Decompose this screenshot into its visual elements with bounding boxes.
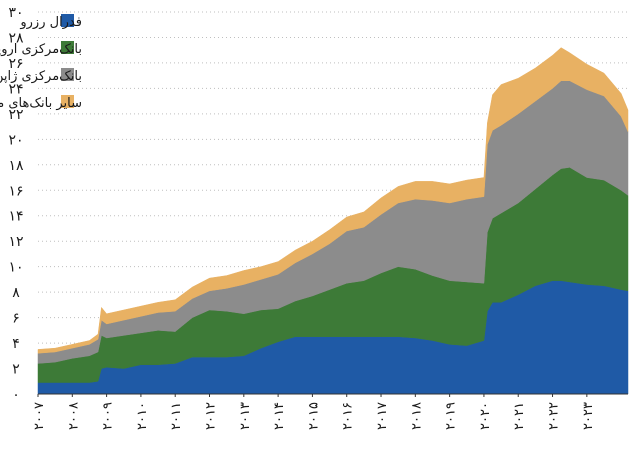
legend-label: فدرال رزرو	[19, 15, 82, 30]
x-tick-label: ۲۰۲۱	[512, 402, 527, 430]
y-tick-label: ۲	[12, 362, 20, 378]
legend-swatch	[61, 68, 74, 81]
x-tick-label: ۲۰۰۷	[32, 402, 47, 430]
y-tick-label: ۱۲	[8, 234, 23, 250]
x-tick-label: ۲۰۱۳	[238, 402, 253, 430]
x-axis-tick-labels: ۲۰۰۷ ۲۰۰۸ ۲۰۰۹ ۲۰۱۰ ۲۰۱۱ ۲۰۱۲ ۲۰۱۳ ۲۰۱۴ ۲۰۱۵ ۲۰۱۶…	[32, 402, 596, 430]
x-tick-label: ۲۰۱۴	[272, 402, 287, 430]
x-tick-label: ۲۰۰۸	[66, 402, 81, 430]
legend-label: بانک‌مرکزی اروپا	[0, 42, 82, 57]
x-tick-label: ۲۰۱۰	[135, 402, 150, 430]
y-tick-label: ۲۰	[8, 132, 23, 148]
x-tick-label: ۲۰۱۸	[409, 402, 424, 430]
legend-label: بانک‌مرکزی ژاپن	[0, 69, 82, 84]
y-tick-label: ۱۸	[8, 158, 24, 174]
y-tick-label: ۱۶	[8, 183, 23, 199]
area-series	[37, 47, 629, 395]
axes	[37, 393, 628, 397]
y-tick-label: ۳۰	[8, 5, 23, 21]
x-tick-label: ۲۰۱۵	[306, 402, 321, 430]
y-tick-label: ۶	[12, 311, 20, 327]
y-tick-label: ۲۸	[8, 30, 24, 46]
area-series-4	[37, 47, 629, 354]
y-tick-label: ۲۶	[8, 56, 23, 72]
legend-swatch	[61, 41, 74, 54]
y-tick-label: ۸	[12, 285, 20, 301]
x-tick-label: ۲۰۱۶	[341, 402, 356, 430]
x-tick-label: ۲۰۲۲	[547, 402, 562, 430]
y-tick-label: ۱۰	[8, 260, 23, 276]
legend: فدرال رزرو بانک‌مرکزی اروپا بانک‌مرکزی ژاپ…	[0, 14, 82, 111]
legend-label: سایر بانک‌های مرکزی عضو گروه ۱۰ (G10)	[0, 95, 82, 111]
y-tick-label: ۰	[12, 387, 20, 403]
x-tick-label: ۲۰۱۲	[204, 402, 219, 430]
x-tick-label: ۲۰۱۱	[169, 402, 184, 430]
y-tick-label: ۲۲	[8, 107, 23, 123]
x-tick-label: ۲۰۱۷	[375, 402, 390, 430]
x-tick-label: ۲۰۲۰	[478, 402, 493, 430]
x-tick-label: ۲۰۱۹	[444, 402, 459, 430]
x-tick-label: ۲۰۲۳	[581, 402, 596, 430]
legend-swatch	[61, 14, 74, 27]
legend-swatch	[61, 95, 74, 108]
y-tick-label: ۴	[12, 336, 20, 352]
y-tick-label: ۲۴	[8, 81, 23, 97]
y-tick-label: ۱۴	[8, 209, 23, 225]
x-tick-label: ۲۰۰۹	[101, 402, 116, 430]
